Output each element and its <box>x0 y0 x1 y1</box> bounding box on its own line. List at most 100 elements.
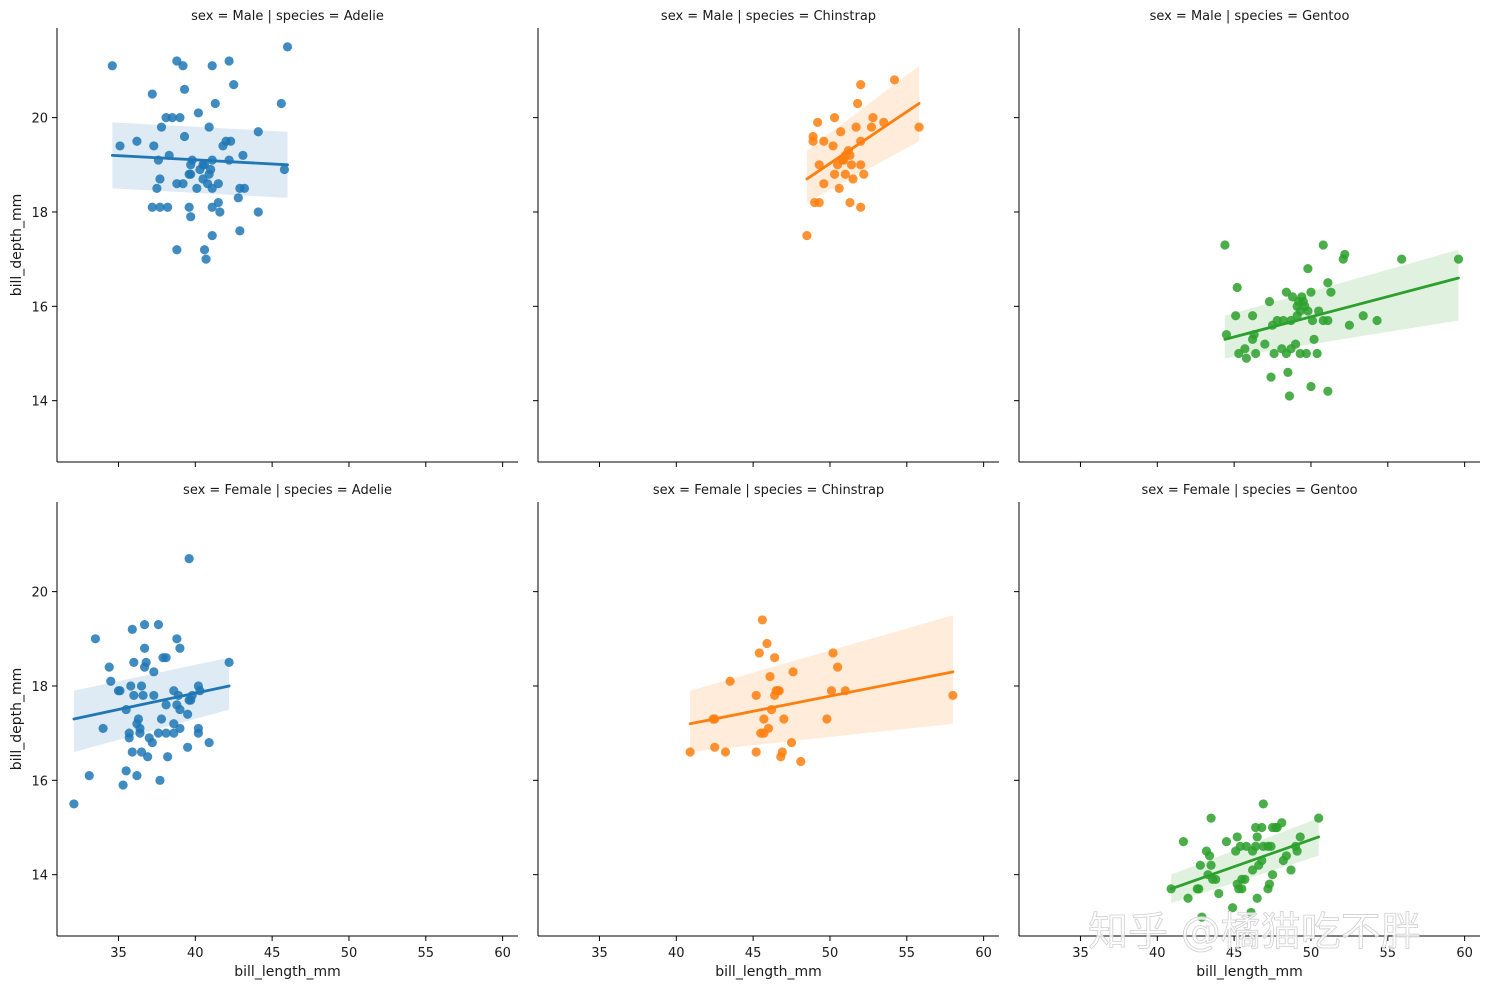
facet-panel: sex = Male | species = Chinstrap <box>533 9 999 467</box>
data-point <box>192 183 202 193</box>
data-point <box>1338 254 1348 264</box>
data-point <box>754 648 764 658</box>
data-point <box>829 169 840 179</box>
data-point <box>129 690 139 701</box>
data-point <box>1301 348 1311 359</box>
data-point <box>126 681 136 691</box>
data-point <box>1264 879 1275 889</box>
y-tick-label: 14 <box>31 869 48 884</box>
y-tick-label: 18 <box>31 680 48 695</box>
data-point <box>763 723 774 734</box>
data-point <box>207 61 217 71</box>
data-point <box>765 671 775 682</box>
data-point <box>856 80 866 90</box>
data-point <box>948 690 958 701</box>
data-point <box>757 615 767 625</box>
x-axis-label: bill_length_mm <box>234 964 340 980</box>
data-point <box>788 667 798 677</box>
data-point <box>1252 893 1262 903</box>
data-point <box>172 245 182 255</box>
facet-panel: sex = Female | species = Adelie 14 16 18 20 3… <box>9 483 518 980</box>
data-point <box>1267 822 1278 833</box>
data-point <box>814 197 824 208</box>
data-point <box>184 554 194 564</box>
data-point <box>1323 315 1333 326</box>
data-point <box>774 686 784 696</box>
data-point <box>139 620 150 630</box>
data-point <box>218 141 228 151</box>
data-point <box>848 174 858 184</box>
x-tick-label: 45 <box>264 946 281 961</box>
data-point <box>141 657 151 667</box>
data-point <box>685 747 695 757</box>
data-point <box>253 207 263 217</box>
data-point <box>201 254 211 264</box>
data-point <box>1251 822 1261 833</box>
data-point <box>1247 311 1258 321</box>
data-point <box>138 690 148 701</box>
data-point <box>845 197 855 208</box>
data-point <box>147 737 157 748</box>
data-point <box>1269 348 1279 359</box>
x-tick-label: 45 <box>745 946 762 961</box>
data-point <box>1237 884 1247 894</box>
data-point <box>762 638 772 649</box>
data-point <box>819 179 829 189</box>
data-point <box>786 737 797 748</box>
data-point <box>826 686 837 696</box>
data-point <box>1303 263 1313 274</box>
regression-line <box>72 684 231 721</box>
data-point <box>1453 254 1464 264</box>
data-point <box>178 61 188 71</box>
data-point <box>156 122 167 132</box>
x-tick-label: 45 <box>1226 946 1243 961</box>
data-point <box>1264 297 1275 307</box>
data-point <box>1204 851 1215 861</box>
data-point <box>84 771 94 781</box>
data-point <box>779 714 789 724</box>
x-tick-label: 50 <box>822 946 839 961</box>
data-point <box>238 150 248 160</box>
data-point <box>1240 874 1250 884</box>
data-point <box>1277 818 1287 828</box>
data-point <box>1197 912 1207 922</box>
data-point <box>163 202 173 212</box>
facet-panel: sex = Female | species = Gentoo 35 40 45 50 5… <box>1014 483 1480 980</box>
data-point <box>175 113 185 123</box>
data-point <box>152 183 162 193</box>
y-tick-label: 14 <box>31 395 48 410</box>
data-point <box>1283 367 1293 377</box>
data-point <box>1183 893 1193 903</box>
data-point <box>193 108 203 118</box>
data-point <box>139 643 150 653</box>
data-point <box>866 122 877 132</box>
data-point <box>1252 832 1262 842</box>
data-point <box>914 122 924 132</box>
data-point <box>115 686 125 696</box>
data-point <box>889 75 900 85</box>
data-point <box>276 98 286 109</box>
data-point <box>229 80 239 90</box>
data-point <box>161 700 171 710</box>
data-point <box>1326 287 1336 297</box>
x-tick-label: 60 <box>1456 946 1473 961</box>
data-point <box>833 662 843 672</box>
data-point <box>90 634 101 644</box>
x-tick-label: 35 <box>1072 946 1089 961</box>
data-point <box>822 714 832 724</box>
facet-panel: sex = Male | species = Gentoo <box>1014 9 1480 467</box>
data-point <box>178 179 188 189</box>
data-point <box>224 56 234 66</box>
data-point <box>233 193 243 203</box>
data-point <box>1231 311 1241 321</box>
data-point <box>1286 865 1296 875</box>
data-point <box>856 202 866 212</box>
data-point <box>1306 287 1316 297</box>
data-point <box>802 230 812 241</box>
data-point <box>175 643 185 653</box>
data-point <box>859 169 869 179</box>
data-point <box>1178 837 1189 847</box>
data-point <box>770 653 780 663</box>
data-point <box>1258 799 1268 809</box>
